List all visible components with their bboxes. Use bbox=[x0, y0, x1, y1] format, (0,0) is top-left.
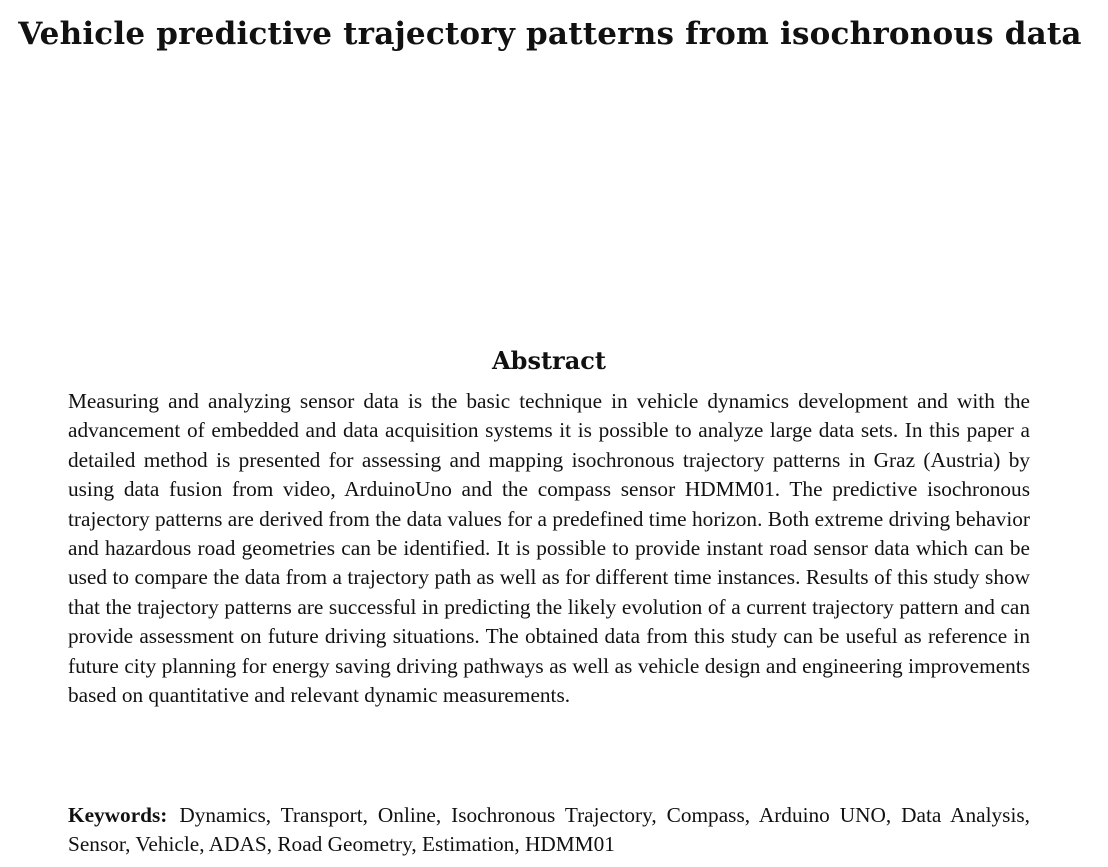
abstract-heading: Abstract bbox=[492, 346, 606, 375]
paper-title: Vehicle predictive trajectory patterns f… bbox=[18, 16, 1082, 52]
keywords-paragraph: Keywords: Dynamics, Transport, Online, Is… bbox=[68, 801, 1030, 860]
keywords-label: Keywords: bbox=[68, 803, 168, 827]
abstract-text: Measuring and analyzing sensor data is t… bbox=[68, 389, 1030, 708]
keywords-list: Dynamics, Transport, Online, Isochronous… bbox=[68, 803, 1030, 857]
